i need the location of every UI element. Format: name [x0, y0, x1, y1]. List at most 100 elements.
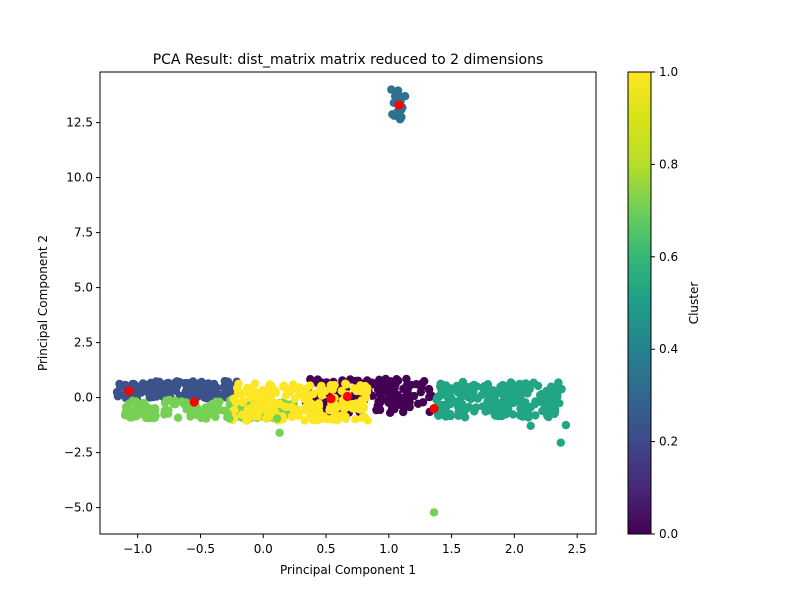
scatter-point [390, 384, 399, 393]
scatter-point [145, 384, 154, 393]
centroid-point [124, 386, 134, 396]
scatter-point [424, 385, 434, 395]
scatter-point [400, 92, 410, 101]
x-tick-label: 0.5 [316, 542, 335, 556]
scatter-point [307, 399, 316, 408]
scatter-point [553, 392, 562, 401]
scatter-point [165, 388, 174, 397]
scatter-points [112, 85, 571, 517]
scatter-point [460, 413, 470, 422]
scatter-point [164, 409, 173, 418]
scatter-point [185, 387, 195, 396]
scatter-point [155, 387, 165, 396]
centroid-point [394, 100, 404, 110]
x-axis-ticks: −1.0 −0.5 0.0 0.5 1.0 1.5 2.0 2.5 [123, 534, 587, 556]
plot-frame [99, 71, 597, 535]
scatter-point [360, 412, 369, 422]
scatter-point [356, 405, 365, 414]
scatter-point [137, 404, 146, 414]
colorbar-label: Cluster [687, 282, 701, 325]
y-tick-label: 10.0 [66, 171, 93, 185]
scatter-point [530, 399, 539, 409]
scatter-point [434, 411, 443, 420]
scatter-point [367, 378, 377, 387]
scatter-point [165, 395, 174, 405]
scatter-point [461, 405, 471, 414]
scatter-point [306, 375, 315, 384]
scatter-point [393, 376, 403, 385]
x-tick-label: 2.0 [505, 542, 524, 556]
scatter-point [500, 382, 509, 391]
colorbar-tick-label: 0.6 [659, 250, 678, 264]
colorbar: 0.0 0.2 0.4 0.6 0.8 1.0 Cluster [627, 65, 701, 541]
scatter-point [442, 399, 452, 409]
scatter-point [420, 377, 429, 386]
x-tick-label: 1.5 [442, 542, 461, 556]
scatter-point [402, 374, 411, 384]
scatter-point [355, 386, 364, 395]
x-tick-label: 0.0 [254, 542, 273, 556]
y-axis-ticks: −5.0 −2.5 0.0 2.5 5.0 7.5 10.0 12.5 [64, 116, 100, 515]
scatter-point [275, 428, 284, 437]
y-tick-label: −5.0 [64, 501, 93, 515]
scatter-point [440, 408, 450, 417]
scatter-point [556, 438, 565, 447]
scatter-point [209, 379, 219, 389]
scatter-point [342, 398, 352, 408]
scatter-point [417, 383, 426, 392]
scatter-point [480, 381, 489, 391]
scatter-point [137, 385, 147, 394]
x-axis-label: Principal Component 1 [280, 563, 416, 577]
y-tick-label: −2.5 [64, 446, 93, 460]
scatter-point [315, 386, 324, 395]
scatter-point [280, 381, 289, 390]
scatter-point [226, 381, 235, 390]
scatter-point [280, 402, 289, 411]
scatter-point [466, 394, 476, 404]
scatter-point [533, 381, 543, 391]
y-tick-label: 2.5 [74, 336, 93, 350]
scatter-point [413, 399, 423, 408]
scatter-point [552, 384, 562, 393]
centroid-point [429, 404, 439, 414]
scatter-point [247, 404, 256, 413]
scatter-point [128, 396, 137, 405]
scatter-point [550, 402, 559, 412]
scatter-point [386, 377, 395, 386]
scatter-point [341, 414, 351, 423]
scatter-point [238, 398, 247, 407]
scatter-point [171, 396, 180, 405]
scatter-point [402, 381, 411, 390]
scatter-point [196, 379, 205, 388]
scatter-point [290, 394, 299, 403]
scatter-point [399, 407, 408, 417]
centroid-point [189, 397, 199, 407]
scatter-point [454, 408, 463, 418]
scatter-point [300, 406, 309, 415]
scatter-point [526, 421, 535, 430]
scatter-point [550, 409, 559, 419]
scatter-point [477, 390, 486, 400]
y-axis-label: Principal Component 2 [36, 235, 50, 371]
scatter-point [531, 411, 540, 420]
centroid-point [326, 394, 336, 404]
scatter-point [521, 379, 530, 388]
x-tick-label: −0.5 [186, 542, 215, 556]
x-tick-label: 2.5 [568, 542, 587, 556]
scatter-point [243, 388, 252, 397]
scatter-point [436, 379, 445, 388]
scatter-point [395, 115, 405, 124]
scatter-point [234, 379, 243, 388]
scatter-point [237, 410, 247, 419]
scatter-point [173, 413, 183, 422]
scatter-point [329, 415, 338, 424]
cluster-centroids [124, 100, 439, 414]
scatter-point [150, 411, 159, 420]
scatter-point [207, 388, 216, 398]
scatter-point [501, 410, 511, 419]
scatter-point [264, 383, 274, 392]
scatter-point [429, 508, 439, 517]
scatter-point [542, 394, 552, 404]
scatter-point [446, 393, 456, 402]
colorbar-tick-label: 0.4 [659, 342, 678, 356]
